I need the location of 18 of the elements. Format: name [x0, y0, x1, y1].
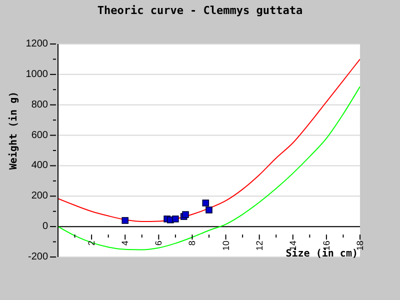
x-tick-label: 16 — [321, 240, 332, 251]
y-tick-label: 200 — [31, 190, 48, 202]
x-tick-label: 10 — [220, 240, 231, 251]
y-tick-label: -200 — [28, 252, 48, 262]
x-tick-label: 12 — [254, 240, 264, 251]
y-tick-label: 800 — [31, 99, 48, 110]
x-tick-label: 2 — [86, 240, 97, 246]
y-axis-title: Weight (in g) — [8, 91, 20, 170]
x-tick-label: 8 — [187, 240, 198, 246]
x-tick-label: 18 — [355, 240, 365, 251]
y-tick-label: 0 — [42, 221, 48, 232]
y-tick-label: 1200 — [26, 38, 48, 50]
y-tick-label: 600 — [31, 130, 48, 141]
x-tick-label: 4 — [120, 240, 130, 246]
chart-title: Theoric curve - Clemmys guttata — [96, 4, 304, 17]
y-tick-label: 1000 — [26, 68, 48, 80]
y-tick-label: 400 — [31, 160, 48, 172]
x-tick-label: 6 — [154, 240, 164, 246]
